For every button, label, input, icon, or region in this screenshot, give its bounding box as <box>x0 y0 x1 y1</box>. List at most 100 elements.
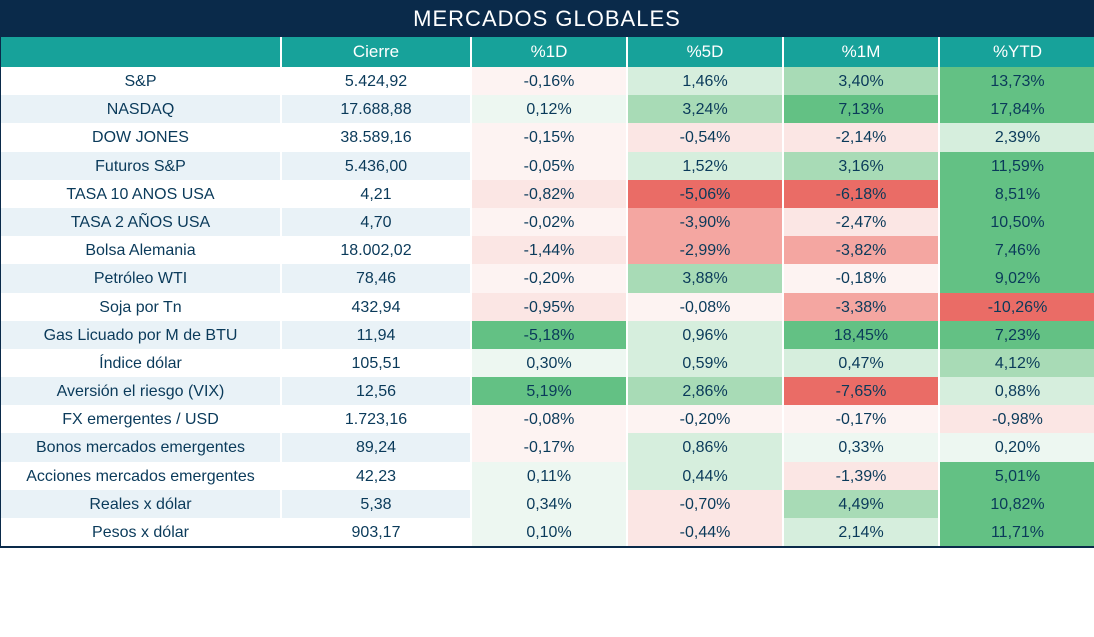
cell-name: FX emergentes / USD <box>1 405 281 433</box>
cell-name: TASA 10 ANOS USA <box>1 180 281 208</box>
cell-d5: 0,44% <box>627 462 783 490</box>
cell-close: 12,56 <box>281 377 471 405</box>
cell-name: Bonos mercados emergentes <box>1 433 281 461</box>
table-row: TASA 10 ANOS USA4,21-0,82%-5,06%-6,18%8,… <box>1 180 1094 208</box>
cell-d5: 0,86% <box>627 433 783 461</box>
cell-name: Reales x dólar <box>1 490 281 518</box>
cell-d1: -0,08% <box>471 405 627 433</box>
cell-m1: 3,16% <box>783 152 939 180</box>
table-row: Bonos mercados emergentes89,24-0,17%0,86… <box>1 433 1094 461</box>
cell-ytd: 17,84% <box>939 95 1094 123</box>
cell-d1: -0,20% <box>471 264 627 292</box>
table-row: FX emergentes / USD1.723,16-0,08%-0,20%-… <box>1 405 1094 433</box>
cell-close: 17.688,88 <box>281 95 471 123</box>
cell-close: 78,46 <box>281 264 471 292</box>
table-row: Bolsa Alemania18.002,02-1,44%-2,99%-3,82… <box>1 236 1094 264</box>
table-row: Soja por Tn432,94-0,95%-0,08%-3,38%-10,2… <box>1 293 1094 321</box>
table-row: S&P5.424,92-0,16%1,46%3,40%13,73% <box>1 67 1094 95</box>
cell-d1: -5,18% <box>471 321 627 349</box>
cell-m1: -6,18% <box>783 180 939 208</box>
cell-m1: -7,65% <box>783 377 939 405</box>
cell-close: 5,38 <box>281 490 471 518</box>
cell-d1: 0,10% <box>471 518 627 546</box>
cell-close: 11,94 <box>281 321 471 349</box>
cell-m1: 7,13% <box>783 95 939 123</box>
table-row: Índice dólar105,510,30%0,59%0,47%4,12% <box>1 349 1094 377</box>
cell-close: 105,51 <box>281 349 471 377</box>
col-header-5d: %5D <box>627 37 783 67</box>
table-row: Petróleo WTI78,46-0,20%3,88%-0,18%9,02% <box>1 264 1094 292</box>
cell-m1: -3,38% <box>783 293 939 321</box>
cell-close: 18.002,02 <box>281 236 471 264</box>
cell-ytd: 0,20% <box>939 433 1094 461</box>
cell-ytd: 11,59% <box>939 152 1094 180</box>
cell-close: 1.723,16 <box>281 405 471 433</box>
table-row: Pesos x dólar903,170,10%-0,44%2,14%11,71… <box>1 518 1094 546</box>
cell-m1: -3,82% <box>783 236 939 264</box>
cell-m1: -1,39% <box>783 462 939 490</box>
cell-d1: 0,11% <box>471 462 627 490</box>
cell-d5: 0,59% <box>627 349 783 377</box>
cell-m1: -0,18% <box>783 264 939 292</box>
cell-d5: 0,96% <box>627 321 783 349</box>
cell-ytd: 4,12% <box>939 349 1094 377</box>
header-row: Cierre %1D %5D %1M %YTD <box>1 37 1094 67</box>
cell-d5: -5,06% <box>627 180 783 208</box>
cell-close: 89,24 <box>281 433 471 461</box>
table-row: Aversión el riesgo (VIX)12,565,19%2,86%-… <box>1 377 1094 405</box>
cell-m1: -0,17% <box>783 405 939 433</box>
table-row: TASA 2 AÑOS USA4,70-0,02%-3,90%-2,47%10,… <box>1 208 1094 236</box>
cell-d5: -0,54% <box>627 123 783 151</box>
cell-d5: 3,88% <box>627 264 783 292</box>
table-row: NASDAQ17.688,880,12%3,24%7,13%17,84% <box>1 95 1094 123</box>
cell-name: Acciones mercados emergentes <box>1 462 281 490</box>
cell-d5: 1,46% <box>627 67 783 95</box>
cell-m1: 0,33% <box>783 433 939 461</box>
cell-close: 903,17 <box>281 518 471 546</box>
table-row: Reales x dólar5,380,34%-0,70%4,49%10,82% <box>1 490 1094 518</box>
col-header-ytd: %YTD <box>939 37 1094 67</box>
cell-d1: -1,44% <box>471 236 627 264</box>
cell-name: TASA 2 AÑOS USA <box>1 208 281 236</box>
col-header-close: Cierre <box>281 37 471 67</box>
cell-ytd: -10,26% <box>939 293 1094 321</box>
cell-d1: 0,30% <box>471 349 627 377</box>
cell-d5: -0,08% <box>627 293 783 321</box>
mercados-globales-table: MERCADOS GLOBALES Cierre %1D %5D %1M %YT… <box>0 0 1094 548</box>
cell-name: Soja por Tn <box>1 293 281 321</box>
cell-d5: 2,86% <box>627 377 783 405</box>
cell-ytd: 10,50% <box>939 208 1094 236</box>
cell-name: DOW JONES <box>1 123 281 151</box>
cell-m1: 4,49% <box>783 490 939 518</box>
cell-ytd: 8,51% <box>939 180 1094 208</box>
cell-ytd: 9,02% <box>939 264 1094 292</box>
cell-close: 432,94 <box>281 293 471 321</box>
cell-d1: -0,02% <box>471 208 627 236</box>
cell-close: 42,23 <box>281 462 471 490</box>
cell-d1: -0,17% <box>471 433 627 461</box>
cell-name: Petróleo WTI <box>1 264 281 292</box>
cell-d5: -3,90% <box>627 208 783 236</box>
cell-ytd: 7,46% <box>939 236 1094 264</box>
cell-d1: 0,34% <box>471 490 627 518</box>
cell-m1: -2,14% <box>783 123 939 151</box>
cell-close: 4,21 <box>281 180 471 208</box>
cell-name: Futuros S&P <box>1 152 281 180</box>
cell-d1: -0,16% <box>471 67 627 95</box>
cell-ytd: 7,23% <box>939 321 1094 349</box>
cell-d1: 0,12% <box>471 95 627 123</box>
cell-close: 5.436,00 <box>281 152 471 180</box>
table-row: Futuros S&P5.436,00-0,05%1,52%3,16%11,59… <box>1 152 1094 180</box>
cell-name: Pesos x dólar <box>1 518 281 546</box>
cell-name: Gas Licuado por M de BTU <box>1 321 281 349</box>
cell-m1: 2,14% <box>783 518 939 546</box>
cell-name: NASDAQ <box>1 95 281 123</box>
cell-d1: -0,05% <box>471 152 627 180</box>
cell-d5: -0,70% <box>627 490 783 518</box>
table-row: Gas Licuado por M de BTU11,94-5,18%0,96%… <box>1 321 1094 349</box>
cell-d5: -2,99% <box>627 236 783 264</box>
table-title: MERCADOS GLOBALES <box>1 0 1093 37</box>
cell-close: 5.424,92 <box>281 67 471 95</box>
cell-m1: 3,40% <box>783 67 939 95</box>
cell-d5: -0,44% <box>627 518 783 546</box>
